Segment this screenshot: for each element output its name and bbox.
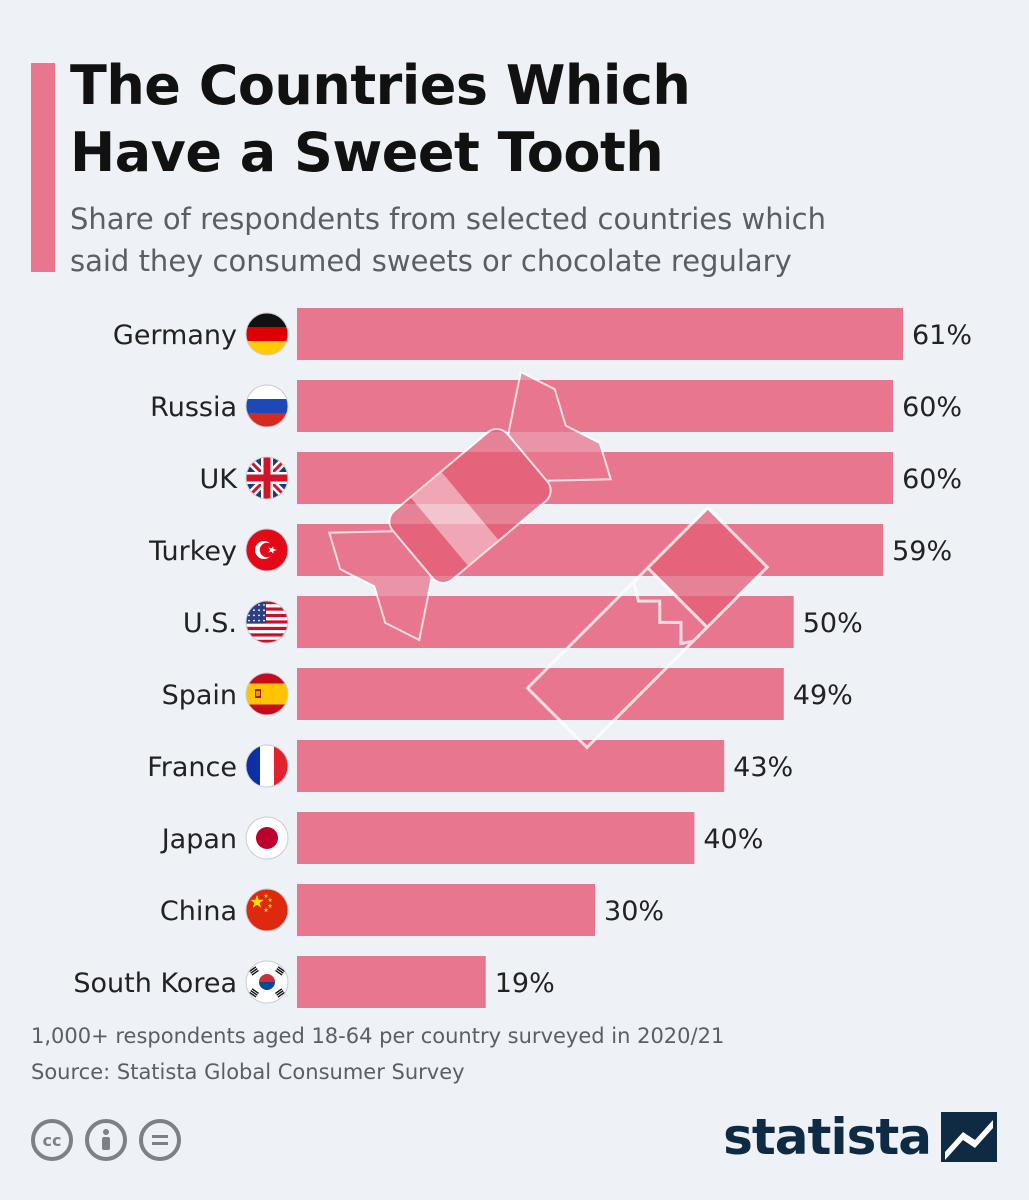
subtitle-line-2: said they consumed sweets or chocolate r… <box>70 244 792 278</box>
statista-mark-icon <box>941 1112 997 1162</box>
bar-china[interactable] <box>297 884 596 936</box>
bar-germany[interactable] <box>297 308 903 360</box>
brand-wordmark: statista <box>723 1108 932 1166</box>
category-label: Russia <box>150 392 237 423</box>
flag-china-icon <box>245 888 289 932</box>
value-label: 49% <box>793 680 853 711</box>
flag-uk-icon <box>245 456 289 500</box>
bar-france[interactable] <box>297 740 725 792</box>
category-label: UK <box>200 464 239 495</box>
attribution-icon[interactable] <box>85 1119 127 1161</box>
value-label: 59% <box>892 536 952 567</box>
value-label: 43% <box>733 752 793 783</box>
survey-note: 1,000+ respondents aged 18-64 per countr… <box>31 1024 725 1048</box>
flag-us-icon <box>245 600 289 644</box>
page-title: The Countries Which Have a Sweet Tooth <box>70 52 970 186</box>
flag-russia-icon <box>245 384 289 428</box>
value-label: 19% <box>495 968 555 999</box>
value-label: 40% <box>703 824 763 855</box>
bar-chart: Germany 61% Russia 60% UK 60% Turkey 59% U.S. 50%… <box>73 308 972 1008</box>
title-line-2: Have a Sweet Tooth <box>70 121 664 184</box>
candy-icon <box>327 370 613 642</box>
cc-icon[interactable]: cc <box>31 1119 73 1161</box>
category-label: Spain <box>162 680 237 711</box>
value-label: 61% <box>912 320 972 351</box>
statista-logo[interactable]: statista <box>723 1108 997 1166</box>
subtitle-line-1: Share of respondents from selected count… <box>70 202 826 236</box>
value-label: 60% <box>902 392 962 423</box>
bar-south-korea[interactable] <box>297 956 486 1008</box>
flag-turkey-icon <box>245 528 289 572</box>
category-label: China <box>160 896 237 927</box>
value-label: 50% <box>803 608 863 639</box>
page-subtitle: Share of respondents from selected count… <box>70 198 970 282</box>
license-icons: cc <box>31 1119 181 1161</box>
category-label: France <box>147 752 237 783</box>
flag-france-icon <box>245 744 289 788</box>
chocolate-bar-icon <box>525 505 770 750</box>
title-line-1: The Countries Which <box>70 54 691 117</box>
flag-spain-icon <box>245 672 289 716</box>
category-label: U.S. <box>183 608 237 639</box>
flag-south-korea-icon <box>245 960 289 1004</box>
category-label: Turkey <box>148 536 237 567</box>
bar-russia[interactable] <box>297 380 894 432</box>
footnote: 1,000+ respondents aged 18-64 per countr… <box>31 1018 991 1090</box>
flag-germany-icon <box>245 312 289 356</box>
category-label: Japan <box>160 824 237 855</box>
value-label: 60% <box>902 464 962 495</box>
source-note: Source: Statista Global Consumer Survey <box>31 1060 465 1084</box>
flag-japan-icon <box>245 816 289 860</box>
value-label: 30% <box>604 896 664 927</box>
candy-illustration <box>327 370 770 750</box>
category-label: South Korea <box>73 968 237 999</box>
bar-japan[interactable] <box>297 812 695 864</box>
title-accent-bar <box>31 63 55 272</box>
no-derivatives-icon[interactable] <box>139 1119 181 1161</box>
category-label: Germany <box>113 320 237 351</box>
